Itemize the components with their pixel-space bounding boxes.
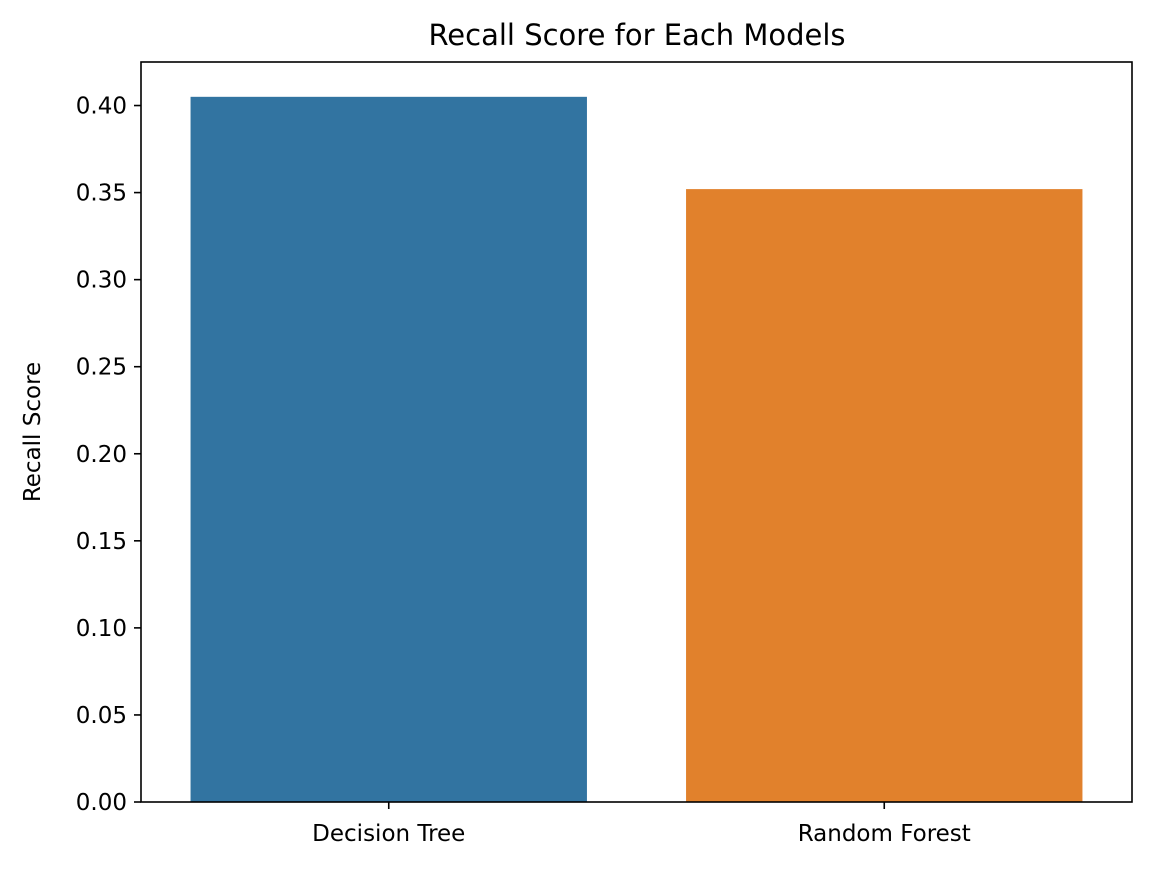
- y-tick-label: 0.05: [76, 703, 127, 729]
- bar-group: [190, 96, 1083, 802]
- bar-decision-tree: [190, 96, 587, 802]
- y-tick-label: 0.20: [76, 442, 127, 468]
- x-tick-label: Random Forest: [798, 821, 971, 847]
- y-tick-label: 0.00: [76, 790, 127, 816]
- y-tick-label: 0.10: [76, 616, 127, 642]
- chart-title: Recall Score for Each Models: [428, 18, 845, 52]
- plot-frame: [140, 61, 1133, 803]
- y-tick-label: 0.25: [76, 355, 127, 381]
- x-tick-label: Decision Tree: [312, 821, 465, 847]
- x-axis-ticks: Decision Tree Random Forest: [312, 802, 971, 847]
- y-axis-ticks: 0.00 0.05 0.10 0.15 0.20 0.25 0.30 0.35 0.40: [76, 94, 141, 816]
- y-tick-label: 0.30: [76, 268, 127, 294]
- bar-random-forest: [686, 189, 1083, 802]
- y-tick-label: 0.35: [76, 181, 127, 207]
- y-axis-label: Recall Score: [20, 362, 46, 502]
- y-tick-label: 0.15: [76, 529, 127, 555]
- y-tick-label: 0.40: [76, 94, 127, 120]
